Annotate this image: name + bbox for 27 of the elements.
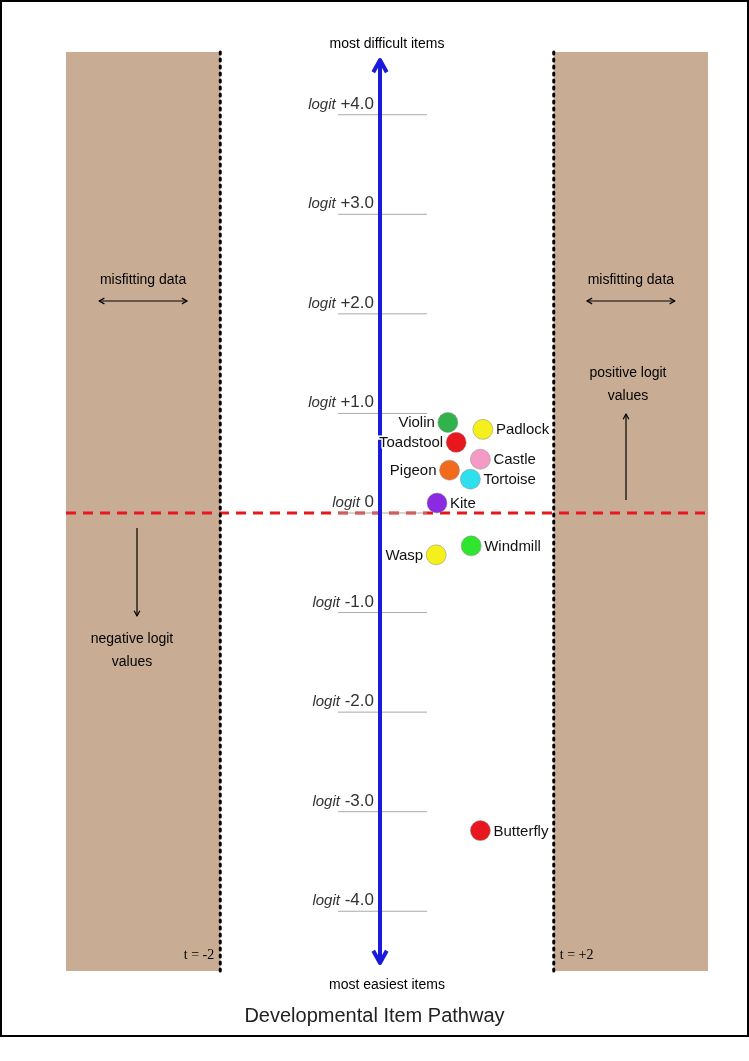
y-tick-label: logit -2.0 [312,691,374,711]
y-tick-label: logit 0 [332,492,374,511]
annotation: negative logit values [90,630,174,669]
y-tick-label: logit +2.0 [308,292,374,312]
text: most easiest items [329,976,445,992]
series-label: Castle [493,450,536,468]
series-label: Tortoise [483,470,536,488]
series-label: Kite [450,494,476,512]
series-label: Pigeon [389,461,437,479]
series-label: Wasp [385,545,424,563]
band-label: misfitting data [99,271,187,287]
y-tick-label: logit +3.0 [308,193,374,213]
y-tick-label: logit +4.0 [308,93,374,113]
ref-line-label: t = +2 [559,947,594,962]
ref-line-label: t = -2 [183,947,215,962]
y-tick-label: logit -3.0 [312,790,374,810]
series-label: Butterfly [493,821,549,839]
annotation: positive logit values [589,364,667,403]
text: Developmental Item Pathway [244,1004,505,1026]
y-tick-label: logit -4.0 [312,890,374,910]
y-tick-label: logit -1.0 [312,591,374,611]
text: most difficult items [329,35,445,51]
series-label: Windmill [484,536,541,554]
band-label: misfitting data [587,271,675,287]
series-label: Padlock [495,420,550,438]
series-label: Violin [398,413,435,431]
y-tick-label: logit +1.0 [308,392,374,412]
